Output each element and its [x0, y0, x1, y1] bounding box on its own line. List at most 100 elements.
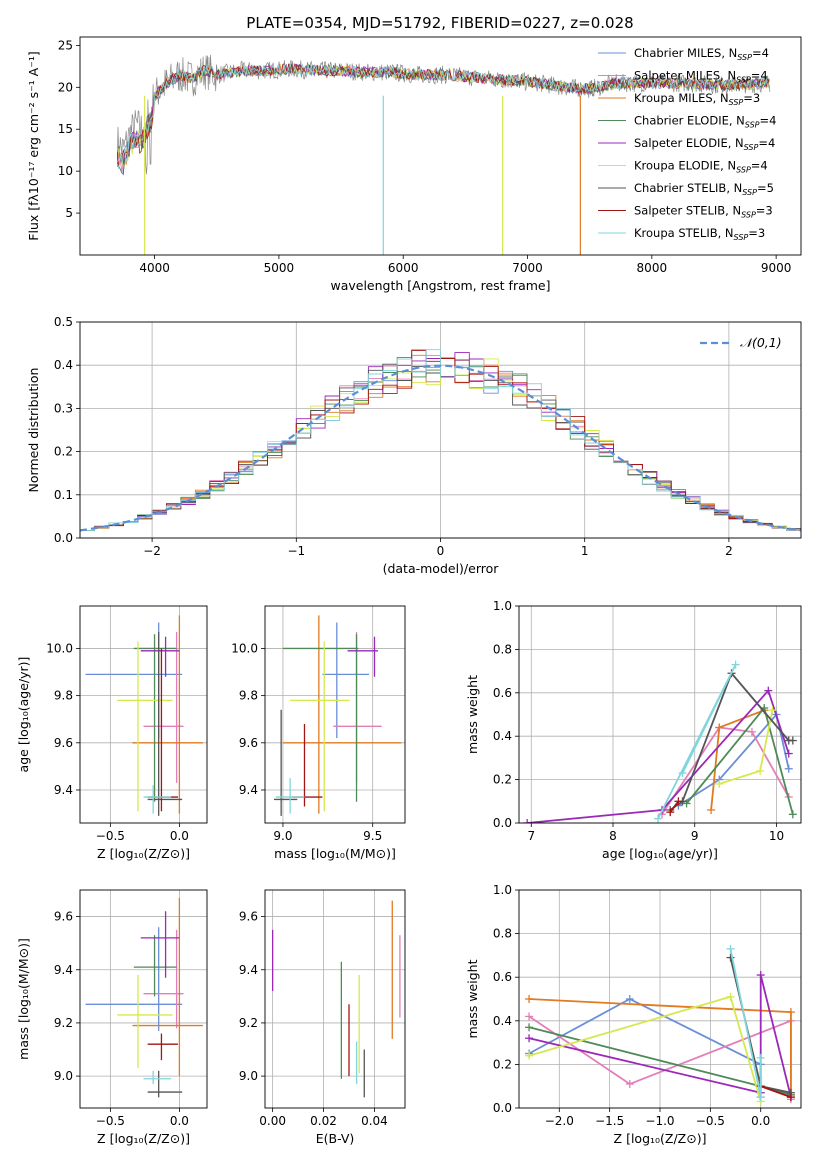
- y-tick-label: 9.8: [239, 689, 258, 703]
- x-tick-label: 5000: [264, 261, 295, 275]
- model-spectrum-line: [116, 62, 770, 169]
- series-line: [760, 1085, 792, 1098]
- axes-frame: [79, 889, 208, 1109]
- y-tick-label: 1.0: [493, 599, 512, 613]
- series-line: [677, 712, 790, 807]
- y-tick-label: 15: [58, 122, 73, 136]
- plot-area: [80, 349, 801, 538]
- x-tick-label: 9: [691, 829, 699, 843]
- normal-distribution-curve: [80, 364, 801, 532]
- y-tick-label: 9.6: [54, 736, 73, 750]
- legend: 𝒩(0,1): [700, 335, 782, 350]
- y-tick-label: 0.0: [493, 1101, 512, 1115]
- x-tick-label: 0.00: [259, 1114, 286, 1128]
- y-tick-label: 0.2: [493, 773, 512, 787]
- x-tick-label: 10: [769, 829, 784, 843]
- histogram-step: [80, 349, 801, 538]
- y-tick-label: 20: [58, 80, 73, 94]
- y-tick-label: 0.3: [54, 401, 73, 415]
- legend-label: Salpeter MILES, NSSP=4: [634, 69, 768, 85]
- series-line: [661, 726, 790, 815]
- series-line: [669, 671, 793, 811]
- y-tick-label: 0.2: [493, 1057, 512, 1071]
- x-tick-label: −1.5: [595, 1114, 624, 1128]
- series-line: [719, 710, 774, 785]
- x-axis-label: Z [log₁₀(Z/Z⊙)]: [97, 846, 190, 861]
- y-tick-label: 9.4: [239, 963, 258, 977]
- y-tick-label: 9.4: [54, 783, 73, 797]
- y-tick-label: 0.8: [493, 642, 512, 656]
- x-tick-label: 0.0: [170, 1114, 189, 1128]
- y-tick-label: 9.2: [239, 1016, 258, 1030]
- y-tick-label: 10.0: [46, 641, 73, 655]
- x-tick-label: −2: [143, 544, 161, 558]
- plot-area: [116, 54, 771, 255]
- legend: Chabrier MILES, NSSP=4 Salpeter MILES, NS…: [598, 46, 776, 242]
- y-tick-label: 0.4: [493, 1014, 512, 1028]
- y-axis-label: mass [log₁₀(M/M⊙)]: [16, 938, 31, 1060]
- axes-frame: [264, 889, 406, 1109]
- x-axis-label: wavelength [Angstrom, rest frame]: [330, 278, 550, 293]
- y-tick-label: 9.8: [54, 689, 73, 703]
- y-axis-label: Flux [fλ10⁻¹⁷ erg cm⁻² s⁻¹ A⁻¹]: [26, 51, 41, 240]
- y-tick-label: 0.8: [493, 927, 512, 941]
- panel-age-vs-mass: 9.0 9.5 9.4 9.6 9.8 10.0 mass [log₁₀(M/M⊙)]: [231, 605, 406, 861]
- x-tick-label: −0.5: [96, 829, 125, 843]
- y-tick-label: 9.6: [239, 736, 258, 750]
- chart-panels: 4000 5000 6000 7000 8000 9000510152025wavelen…: [16, 36, 802, 1146]
- y-tick-label: 0.6: [493, 686, 512, 700]
- legend-label: Chabrier MILES, NSSP=4: [634, 46, 769, 62]
- legend-label: Chabrier ELODIE, NSSP=4: [634, 114, 776, 130]
- panel-spectrum: 4000 5000 6000 7000 8000 9000 5 10 15 20 25 wavelen…: [26, 36, 802, 293]
- y-tick-label: 9.2: [54, 1016, 73, 1030]
- legend-label: Kroupa ELODIE, NSSP=4: [634, 159, 768, 175]
- x-tick-label: −1.0: [645, 1114, 674, 1128]
- axes-frame: [264, 605, 406, 824]
- y-tick-label: 10.0: [231, 641, 258, 655]
- plot-area: [85, 897, 203, 1098]
- y-tick-label: 9.4: [239, 783, 258, 797]
- y-tick-label: 1.0: [493, 883, 512, 897]
- plot-area: [85, 615, 203, 816]
- y-tick-label: 9.0: [54, 1069, 73, 1083]
- legend-label: 𝒩(0,1): [740, 335, 782, 350]
- plot-area: [523, 660, 797, 823]
- x-tick-label: 4000: [139, 261, 170, 275]
- y-tick-label: 0.1: [54, 488, 73, 502]
- series-line: [669, 800, 680, 813]
- x-axis-label: (data-model)/error: [383, 561, 500, 576]
- panel-mass-weight-vs-Z: −2.0 −1.5 −1.0 −0.5 0.0 0.0 0.2 0.4 0.6 0.8 1.0 Z […: [465, 883, 802, 1146]
- x-tick-label: 0.0: [751, 1114, 770, 1128]
- legend-label: Kroupa MILES, NSSP=3: [634, 91, 760, 107]
- x-tick-label: 0.04: [361, 1114, 388, 1128]
- x-tick-label: 1: [581, 544, 589, 558]
- x-axis-label: Z [log₁₀(Z/Z⊙)]: [97, 1131, 190, 1146]
- x-axis-label: mass [log₁₀(M/M⊙)]: [274, 846, 396, 861]
- y-axis-label: mass weight: [465, 675, 480, 754]
- x-tick-label: −0.5: [96, 1114, 125, 1128]
- x-tick-label: 8000: [637, 261, 668, 275]
- x-tick-label: −0.5: [696, 1114, 725, 1128]
- legend-label: Chabrier STELIB, NSSP=5: [634, 181, 774, 197]
- x-tick-label: 0: [437, 544, 445, 558]
- y-axis-label: mass weight: [465, 959, 480, 1038]
- panel-residuals: −2 −1 0 1 2 0.0 0.1 0.2 0.3 0.4 0.5 (data-model)/er…: [26, 315, 802, 576]
- y-tick-label: 0.0: [54, 531, 73, 545]
- x-tick-label: −2.0: [545, 1114, 574, 1128]
- y-tick-label: 9.4: [54, 963, 73, 977]
- y-tick-label: 0.4: [493, 729, 512, 743]
- y-tick-label: 25: [58, 38, 73, 52]
- x-tick-label: −1: [287, 544, 305, 558]
- axes-frame: [518, 605, 802, 824]
- x-tick-label: 6000: [388, 261, 419, 275]
- x-tick-label: 0.0: [170, 829, 189, 843]
- y-tick-label: 0.6: [493, 970, 512, 984]
- y-tick-label: 9.0: [239, 1069, 258, 1083]
- y-tick-label: 5: [65, 206, 73, 220]
- x-axis-label: Z [log₁₀(Z/Z⊙)]: [614, 1131, 707, 1146]
- series-line: [528, 997, 762, 1098]
- plot-area: [525, 944, 795, 1106]
- legend-label: Kroupa STELIB, NSSP=3: [634, 226, 765, 242]
- plot-area: [271, 900, 401, 1098]
